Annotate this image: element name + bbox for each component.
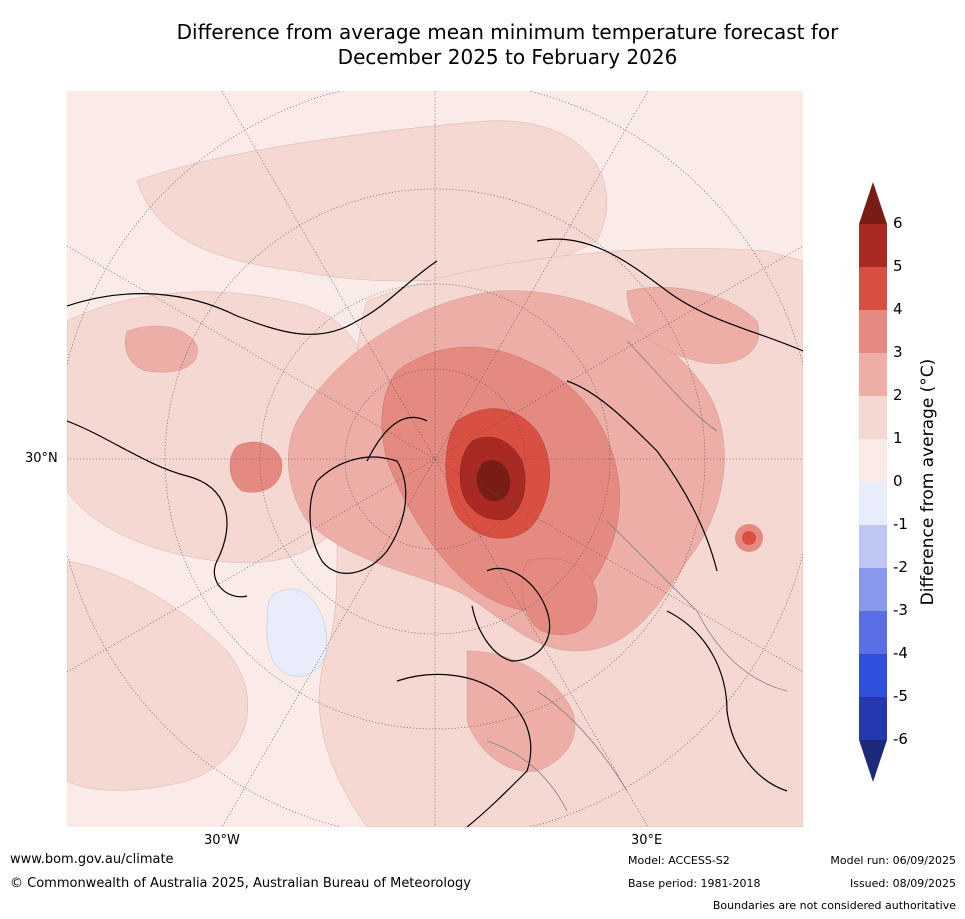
title-line-2: December 2025 to February 2026 xyxy=(337,45,678,69)
colorbar-tick-label: -3 xyxy=(893,601,908,619)
anomaly-cool-patch xyxy=(266,588,328,677)
anomaly-3-4-alaska xyxy=(229,441,283,493)
colorbar-segment xyxy=(859,482,887,525)
colorbar-tick-label: 6 xyxy=(893,214,903,232)
colorbar-segment xyxy=(859,353,887,396)
footer-url: www.bom.gov.au/climate xyxy=(10,852,174,867)
colorbar-tick-label: -5 xyxy=(893,687,908,705)
polar-map xyxy=(67,91,803,827)
anomaly-over-6-core xyxy=(476,460,511,502)
coastlines xyxy=(67,238,803,827)
colorbar-title: Difference from average (°C) xyxy=(918,358,938,606)
anomaly-2-3-europe xyxy=(466,650,576,772)
colorbar-segment xyxy=(859,697,887,740)
colorbar-tick-label: 4 xyxy=(893,300,903,318)
footer-copyright: © Commonwealth of Australia 2025, Austra… xyxy=(10,876,471,891)
colorbar-segment xyxy=(859,611,887,654)
colorbar-tick-label: 2 xyxy=(893,386,903,404)
anomaly-1-2-pacific xyxy=(136,120,607,282)
colorbar-tick-label: -6 xyxy=(893,730,908,748)
colorbar-segment xyxy=(859,568,887,611)
anomaly-2-3-canada xyxy=(125,325,198,373)
lon-label-30e: 30°E xyxy=(631,833,663,848)
colorbar-tick-label: 0 xyxy=(893,472,903,490)
lat-label-30n: 30°N xyxy=(25,451,58,466)
anomaly-2-3-siberia xyxy=(626,287,759,364)
map-svg xyxy=(67,91,803,827)
colorbar-segment xyxy=(859,396,887,439)
colorbar-tick-label: 1 xyxy=(893,429,903,447)
colorbar-tick-label: 3 xyxy=(893,343,903,361)
colorbar-segment xyxy=(859,310,887,353)
graticule xyxy=(67,91,803,827)
footer-issued: Issued: 08/09/2025 xyxy=(849,877,956,890)
colorbar-tick-label: -2 xyxy=(893,558,908,576)
title-line-1: Difference from average mean minimum tem… xyxy=(176,20,839,44)
colorbar-segment xyxy=(859,654,887,697)
colorbar-tick-label: -1 xyxy=(893,515,908,533)
footer-model-run: Model run: 06/09/2025 xyxy=(830,854,956,867)
colorbar-segment xyxy=(859,224,887,267)
colorbar-tick-label: 5 xyxy=(893,257,903,275)
footer-model: Model: ACCESS-S2 xyxy=(628,854,730,867)
colorbar-segment xyxy=(859,267,887,310)
chart-title: Difference from average mean minimum tem… xyxy=(60,20,955,70)
footer-disclaimer: Boundaries are not considered authoritat… xyxy=(712,899,956,912)
colorbar-tick-label: -4 xyxy=(893,644,908,662)
anomaly-hotspot-inner xyxy=(742,531,756,545)
country-borders xyxy=(486,340,788,812)
colorbar-segment xyxy=(859,439,887,482)
lon-label-30w: 30°W xyxy=(204,833,240,848)
anomaly-1-2-atlantic xyxy=(67,560,249,791)
footer-base-period: Base period: 1981-2018 xyxy=(628,877,761,890)
colorbar xyxy=(859,182,887,782)
colorbar-segment xyxy=(859,525,887,568)
anomaly-3-4-russia xyxy=(521,558,598,635)
colorbar-extend-min xyxy=(859,740,887,782)
colorbar-extend-max xyxy=(859,182,887,224)
